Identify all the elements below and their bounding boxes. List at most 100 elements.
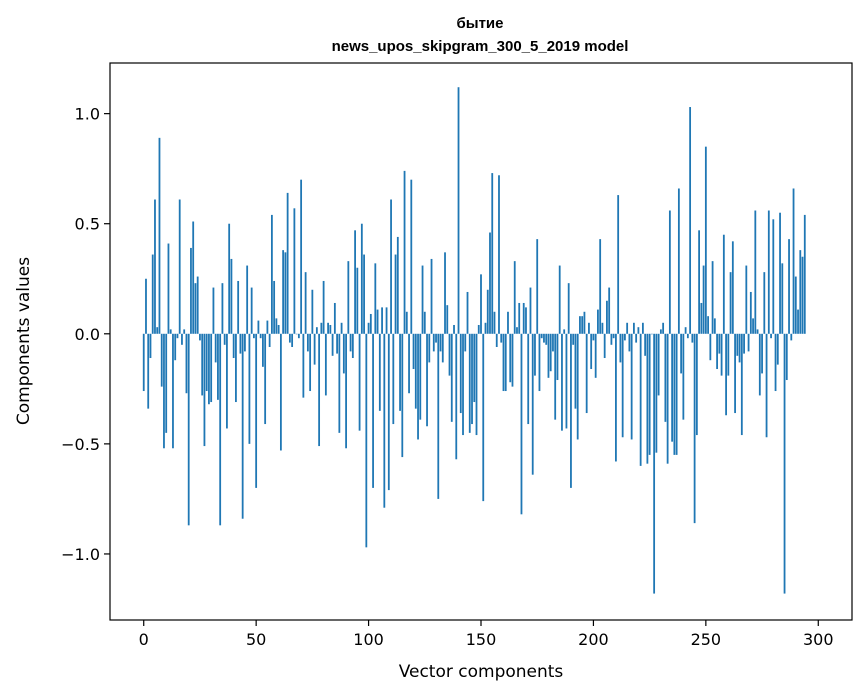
bar-134: [444, 252, 446, 334]
bar-206: [606, 300, 608, 334]
bar-261: [729, 272, 732, 334]
bar-167: [518, 302, 521, 334]
bar-265: [738, 333, 741, 363]
bar-198: [588, 322, 590, 334]
y-tick-label: 0.5: [75, 215, 100, 234]
bar-169: [522, 302, 525, 334]
bar-271: [752, 318, 754, 334]
bar-145: [468, 333, 471, 433]
bar-209: [612, 333, 615, 339]
bar-95: [356, 267, 359, 334]
bar-162: [507, 311, 509, 334]
bar-98: [363, 254, 365, 334]
bar-289: [792, 188, 795, 334]
bar-284: [781, 263, 784, 334]
bar-285: [783, 333, 786, 594]
bar-121: [414, 333, 417, 409]
bar-292: [799, 250, 802, 334]
bar-13: [172, 333, 174, 449]
bar-16: [178, 199, 181, 334]
bar-220: [637, 327, 640, 334]
bar-238: [677, 188, 680, 334]
bar-78: [318, 333, 321, 447]
bar-259: [725, 333, 727, 416]
bar-142: [462, 333, 464, 436]
bar-244: [691, 333, 694, 343]
bar-73: [306, 333, 309, 352]
bar-268: [745, 265, 748, 334]
bar-157: [495, 333, 498, 347]
bar-1: [145, 278, 147, 334]
bar-88: [340, 322, 343, 334]
bar-116: [403, 170, 406, 334]
chart-subtitle: news_upos_skipgram_300_5_2019 model: [332, 38, 629, 55]
bar-37: [226, 333, 228, 429]
x-tick-label: 150: [466, 630, 497, 649]
bar-64: [286, 192, 289, 334]
bar-212: [619, 333, 622, 363]
bar-251: [707, 316, 709, 334]
bar-75: [311, 289, 314, 334]
bar-27: [203, 333, 206, 447]
x-tick-label: 50: [246, 630, 266, 649]
bar-46: [246, 265, 249, 334]
bar-32: [214, 333, 217, 363]
bar-185: [558, 265, 561, 334]
bar-69: [297, 333, 300, 339]
bar-201: [594, 333, 597, 378]
bar-255: [716, 333, 718, 370]
bar-35: [221, 283, 224, 334]
bar-257: [720, 333, 723, 376]
bar-42: [237, 280, 240, 334]
bar-126: [426, 333, 428, 427]
bar-30: [210, 333, 213, 403]
bar-101: [369, 313, 372, 334]
bar-45: [244, 333, 246, 352]
bar-7: [158, 137, 161, 334]
bar-205: [603, 333, 606, 359]
bar-221: [639, 333, 642, 466]
bar-233: [666, 333, 669, 464]
bar-187: [563, 329, 566, 334]
bar-122: [417, 333, 419, 440]
bar-153: [486, 289, 489, 334]
bar-72: [304, 272, 307, 334]
bar-294: [803, 214, 806, 334]
bar-215: [626, 322, 629, 334]
bar-34: [219, 333, 222, 526]
bar-197: [585, 333, 588, 414]
bar-287: [788, 239, 790, 334]
bar-277: [765, 333, 768, 438]
bar-3: [149, 333, 152, 359]
bar-190: [570, 333, 572, 488]
bar-143: [464, 333, 467, 352]
bar-80: [322, 280, 325, 334]
bar-74: [309, 333, 312, 392]
bar-21: [190, 247, 192, 334]
bar-164: [511, 333, 514, 387]
bar-147: [473, 333, 476, 403]
bar-182: [552, 333, 554, 352]
bar-248: [700, 302, 703, 334]
bar-290: [794, 276, 797, 334]
bar-176: [538, 333, 541, 392]
bar-196: [583, 311, 586, 334]
bar-199: [590, 333, 593, 370]
bar-281: [774, 333, 777, 392]
y-tick-label: −1.0: [61, 545, 100, 564]
bar-243: [689, 107, 692, 334]
bar-44: [241, 333, 244, 519]
bar-218: [633, 322, 635, 334]
bar-235: [671, 333, 674, 442]
bar-41: [235, 333, 237, 403]
bar-125: [423, 311, 426, 334]
bar-191: [572, 333, 575, 345]
x-tick-label: 200: [578, 630, 609, 649]
bar-150: [480, 274, 482, 334]
bar-270: [749, 291, 752, 334]
bar-132: [439, 333, 442, 352]
bar-85: [333, 302, 336, 334]
bar-77: [315, 327, 318, 334]
bar-291: [797, 309, 799, 334]
bar-269: [747, 333, 750, 352]
